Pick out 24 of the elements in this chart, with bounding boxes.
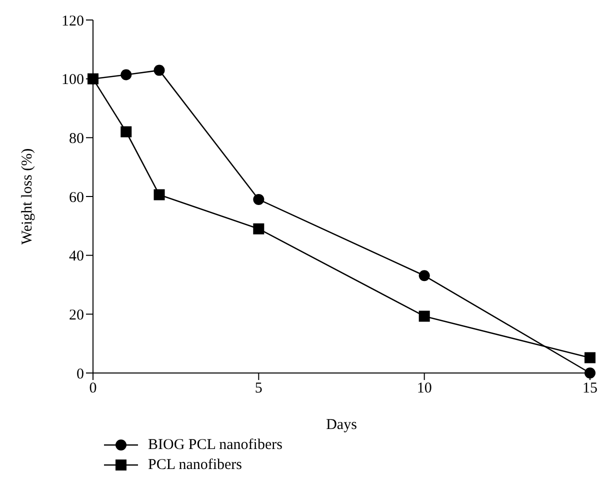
x-axis-title: Days [326, 417, 358, 433]
point [154, 189, 165, 200]
x-tick-label: 5 [254, 380, 262, 397]
y-axis-title: Weight loss (%) [19, 148, 36, 245]
point [584, 352, 596, 364]
point [418, 310, 430, 322]
y-tick-label: 80 [69, 130, 84, 147]
y-tick-label: 40 [69, 248, 84, 265]
legend-label: PCL nanofibers [148, 456, 242, 474]
point [253, 194, 264, 205]
point [253, 223, 264, 234]
y-tick-label: 100 [62, 72, 84, 88]
x-tick-label: 10 [416, 380, 432, 397]
point [120, 126, 132, 138]
point [154, 64, 165, 76]
x-tick-label: 15 [582, 380, 598, 397]
y-tick-label: 20 [69, 307, 84, 324]
y-tick-label: 0 [76, 366, 84, 382]
point [120, 69, 132, 80]
legend-label: BIOG PCL nanofibers [148, 436, 282, 454]
point [418, 270, 430, 282]
x-tick-label: 0 [89, 380, 97, 397]
y-tick-label: 60 [69, 190, 84, 206]
y-tick-label: 120 [62, 13, 84, 30]
